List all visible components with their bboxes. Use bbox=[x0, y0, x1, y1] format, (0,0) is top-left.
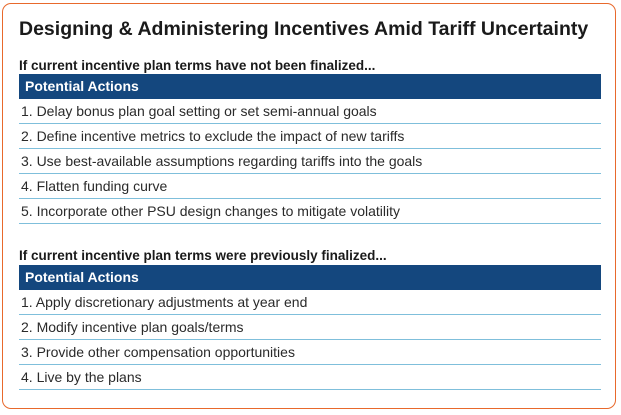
page-title: Designing & Administering Incentives Ami… bbox=[19, 18, 589, 40]
action-item: 1. Delay bonus plan goal setting or set … bbox=[19, 99, 601, 124]
incentives-card bbox=[2, 3, 616, 409]
action-item: 4. Live by the plans bbox=[19, 365, 601, 390]
action-item: 3. Use best-available assumptions regard… bbox=[19, 149, 601, 174]
action-item: 1. Apply discretionary adjustments at ye… bbox=[19, 290, 601, 315]
potential-actions-header: Potential Actions bbox=[19, 265, 601, 290]
action-item: 2. Define incentive metrics to exclude t… bbox=[19, 124, 601, 149]
action-list: 1. Apply discretionary adjustments at ye… bbox=[19, 290, 601, 390]
section-not-finalized: If current incentive plan terms have not… bbox=[19, 56, 601, 224]
action-item: 3. Provide other compensation opportunit… bbox=[19, 340, 601, 365]
section-heading: If current incentive plan terms were pre… bbox=[19, 248, 387, 263]
action-item: 4. Flatten funding curve bbox=[19, 174, 601, 199]
action-item: 2. Modify incentive plan goals/terms bbox=[19, 315, 601, 340]
action-list: 1. Delay bonus plan goal setting or set … bbox=[19, 99, 601, 224]
potential-actions-header: Potential Actions bbox=[19, 74, 601, 99]
section-heading: If current incentive plan terms have not… bbox=[19, 58, 376, 73]
section-previously-finalized: If current incentive plan terms were pre… bbox=[19, 246, 601, 390]
action-item: 5. Incorporate other PSU design changes … bbox=[19, 199, 601, 224]
